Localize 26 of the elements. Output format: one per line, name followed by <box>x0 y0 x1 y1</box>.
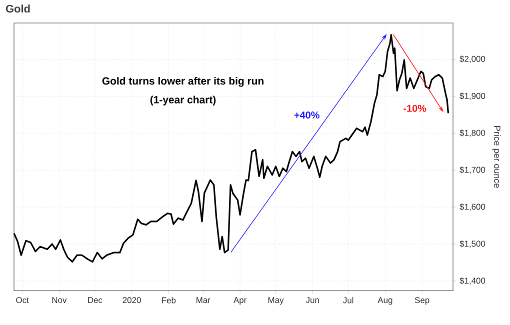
x-tick-label: Feb <box>162 297 176 304</box>
annotation: Gold turns lower after its big run <box>102 76 264 87</box>
x-tick-label: 2020 <box>122 297 141 304</box>
x-tick-label: Dec <box>88 297 102 304</box>
y-tick-label: $1,800 <box>460 129 486 137</box>
annotation: -10% <box>404 104 426 112</box>
y-tick-label: $2,000 <box>460 56 486 63</box>
x-tick-label: Oct <box>16 297 29 304</box>
x-tick-label: Aug <box>378 297 392 305</box>
y-tick-label: $1,900 <box>460 92 486 100</box>
x-tick-label: May <box>268 297 284 305</box>
x-tick-label: Mar <box>196 297 210 304</box>
chart-title: Gold <box>6 4 30 13</box>
annotation: +40% <box>294 112 320 119</box>
y-axis-title: Price per ounce <box>492 126 501 188</box>
y-tick-label: $1,400 <box>460 277 486 285</box>
line-series <box>13 34 450 263</box>
x-tick-label: Nov <box>52 297 67 304</box>
x-tick-label: Jul <box>343 297 354 304</box>
y-tick-label: $1,700 <box>460 166 486 174</box>
x-tick-label: Apr <box>233 297 246 305</box>
y-tick-label: $1,600 <box>460 203 486 211</box>
y-tick-label: $1,500 <box>460 240 486 248</box>
annotation: (1-year chart) <box>150 96 216 106</box>
x-tick-label: Jun <box>306 297 319 304</box>
x-tick-label: Sep <box>414 297 430 305</box>
